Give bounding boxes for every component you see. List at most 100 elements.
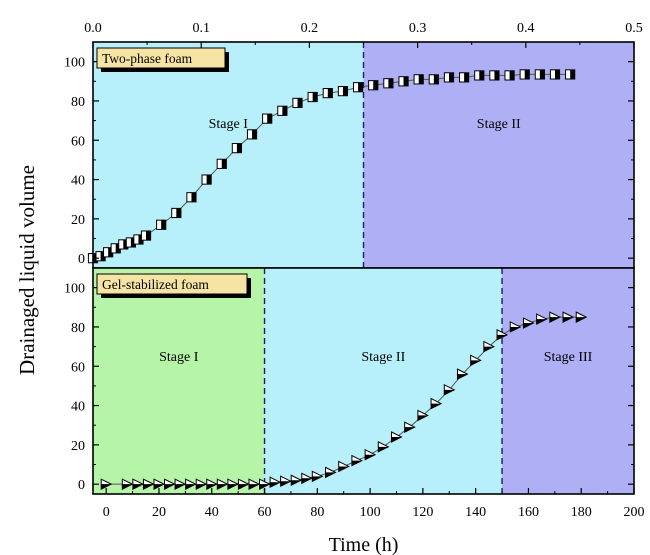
data-point bbox=[290, 474, 303, 487]
marker-fill bbox=[403, 76, 409, 86]
legend-label: Gel-stabilized foam bbox=[102, 277, 209, 292]
marker-fill bbox=[563, 317, 574, 323]
marker-fill bbox=[536, 319, 547, 325]
marker-fill bbox=[252, 129, 257, 139]
data-point bbox=[509, 321, 522, 333]
marker-fill bbox=[267, 114, 272, 124]
stage-region-3 bbox=[502, 268, 634, 494]
marker-fill bbox=[325, 472, 336, 478]
marker-fill bbox=[161, 220, 166, 230]
marker-fill bbox=[270, 482, 281, 488]
x-tick-label: 40 bbox=[205, 505, 219, 520]
data-point bbox=[413, 74, 424, 85]
y-tick-label: 80 bbox=[71, 95, 85, 110]
marker-fill bbox=[175, 484, 186, 490]
marker-fill bbox=[291, 480, 302, 486]
data-point bbox=[575, 311, 588, 323]
marker-fill bbox=[153, 484, 164, 490]
marker-fill bbox=[123, 239, 128, 250]
data-point bbox=[383, 78, 394, 89]
marker-fill bbox=[358, 82, 363, 92]
data-point bbox=[231, 143, 243, 154]
stage-label: Stage III bbox=[544, 350, 593, 365]
marker-fill bbox=[378, 446, 389, 452]
data-point bbox=[459, 72, 470, 83]
y-tick-label: 80 bbox=[71, 321, 85, 336]
data-point bbox=[156, 219, 167, 230]
marker-fill bbox=[312, 476, 323, 482]
marker-fill bbox=[509, 70, 515, 81]
data-point bbox=[443, 72, 455, 83]
x-tick-label: 0.2 bbox=[301, 21, 319, 36]
marker-fill bbox=[191, 192, 197, 202]
data-point bbox=[280, 475, 292, 488]
data-point bbox=[549, 69, 561, 80]
marker-fill bbox=[248, 484, 259, 490]
data-point bbox=[549, 311, 561, 323]
x-tick-label: 0.3 bbox=[409, 21, 427, 36]
marker-fill bbox=[494, 70, 500, 81]
legend-label: Two-phase foam bbox=[102, 51, 193, 66]
marker-fill bbox=[130, 237, 136, 248]
marker-fill bbox=[301, 478, 312, 484]
marker-fill bbox=[417, 415, 428, 421]
marker-fill bbox=[227, 484, 238, 490]
data-point bbox=[352, 82, 364, 93]
plot-frame bbox=[92, 267, 635, 495]
marker-fill bbox=[342, 86, 348, 96]
marker-fill bbox=[101, 484, 112, 490]
data-point bbox=[262, 113, 273, 124]
data-point bbox=[185, 478, 197, 490]
data-point bbox=[227, 478, 239, 490]
data-point bbox=[470, 354, 482, 367]
y-tick-label: 40 bbox=[71, 400, 85, 415]
marker-fill bbox=[483, 346, 494, 352]
marker-fill bbox=[431, 403, 442, 409]
marker-fill bbox=[280, 481, 291, 487]
marker-fill bbox=[404, 427, 415, 433]
data-point bbox=[337, 86, 349, 97]
x-tick-label: 0 bbox=[103, 505, 110, 520]
marker-fill bbox=[418, 74, 424, 84]
marker-fill bbox=[312, 92, 318, 102]
x-tick-label: 0.5 bbox=[625, 21, 643, 36]
marker-fill bbox=[365, 454, 376, 460]
y-tick-label: 60 bbox=[71, 134, 85, 149]
y-tick-label: 20 bbox=[71, 439, 85, 454]
x-axis-label: Time (h) bbox=[329, 534, 399, 555]
x-tick-label: 160 bbox=[518, 505, 539, 520]
marker-fill bbox=[391, 437, 402, 443]
x-tick-label: 180 bbox=[571, 505, 592, 520]
data-point bbox=[404, 421, 416, 433]
legend-box bbox=[96, 47, 226, 69]
y-tick-label: 20 bbox=[71, 213, 85, 228]
data-point bbox=[325, 466, 337, 479]
marker-fill bbox=[217, 484, 228, 490]
data-point bbox=[292, 97, 303, 109]
data-point bbox=[216, 158, 227, 169]
data-point bbox=[216, 478, 229, 490]
data-point bbox=[164, 478, 176, 490]
marker-fill bbox=[206, 484, 217, 490]
data-point bbox=[201, 174, 212, 185]
data-point bbox=[504, 70, 515, 81]
marker-fill bbox=[388, 78, 393, 88]
marker-fill bbox=[185, 484, 196, 490]
marker-fill bbox=[444, 389, 455, 395]
marker-fill bbox=[327, 88, 333, 98]
data-point bbox=[456, 368, 469, 380]
data-point bbox=[398, 76, 409, 87]
x-tick-label: 200 bbox=[624, 505, 645, 520]
data-point bbox=[565, 69, 576, 80]
y-tick-label: 100 bbox=[64, 56, 85, 71]
y-tick-label: 0 bbox=[78, 252, 85, 267]
stage-label: Stage I bbox=[209, 117, 249, 132]
y-tick-label: 40 bbox=[71, 174, 85, 189]
x-tick-label: 0.4 bbox=[517, 21, 535, 36]
data-point bbox=[237, 478, 250, 490]
marker-fill bbox=[259, 484, 270, 490]
marker-fill bbox=[143, 484, 154, 490]
data-point bbox=[277, 105, 288, 116]
data-point bbox=[377, 441, 390, 453]
